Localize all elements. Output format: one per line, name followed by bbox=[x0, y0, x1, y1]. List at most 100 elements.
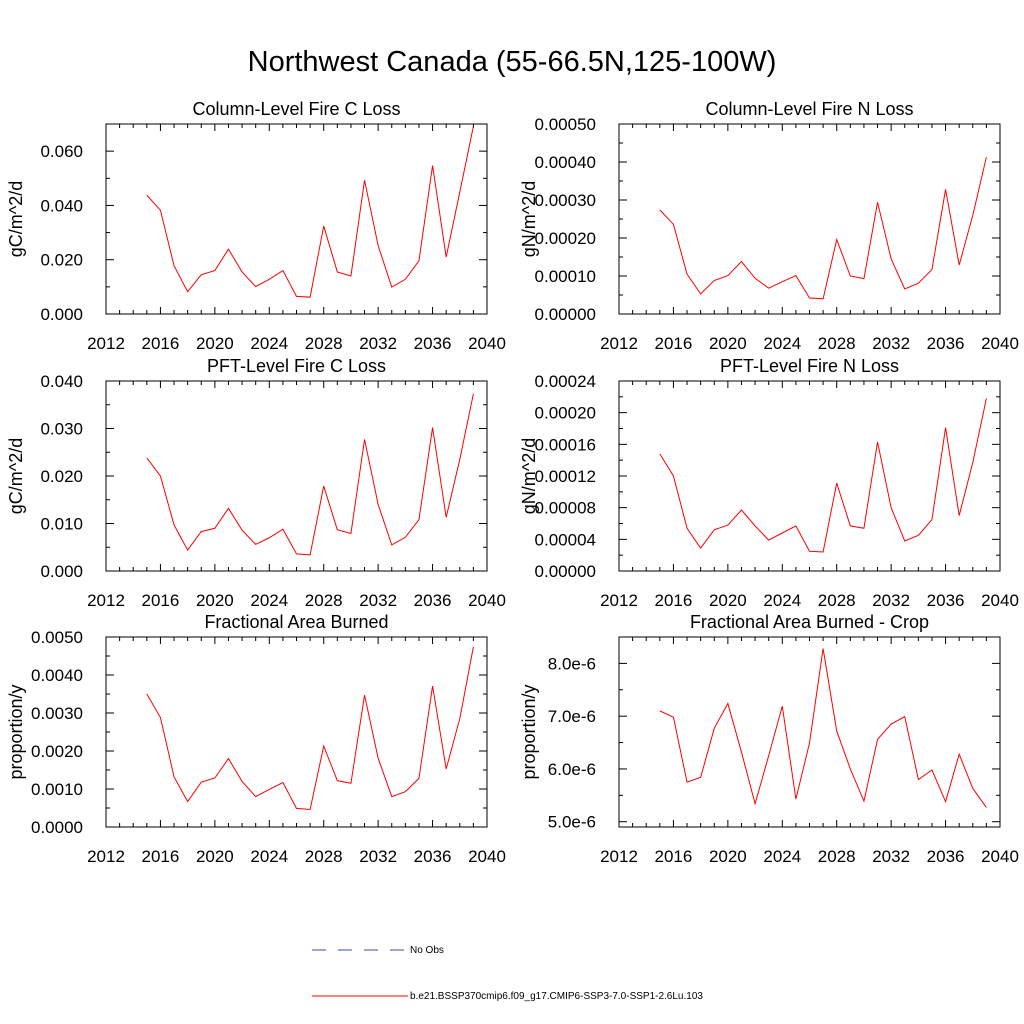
x-tick-label: 2020 bbox=[709, 591, 747, 610]
x-tick-label: 2032 bbox=[872, 591, 910, 610]
y-tick-label: 0.030 bbox=[40, 420, 83, 439]
panel-4: PFT-Level Fire N Loss gN/m^2/d 2012 2016 202… bbox=[519, 356, 1019, 610]
y-tick-label: 6.0e-6 bbox=[548, 760, 596, 779]
y-tick-label: 0.00050 bbox=[535, 115, 596, 134]
y-tick-label: 0.000 bbox=[40, 305, 83, 324]
y-axis-label: proportion/y bbox=[519, 684, 539, 779]
y-tick-label: 0.00000 bbox=[535, 562, 596, 581]
legend-label-model: b.e21.BSSP370cmip6.f09_g17.CMIP6-SSP3-7.… bbox=[410, 990, 703, 1002]
x-tick-label: 2032 bbox=[872, 334, 910, 353]
legend-entry-model: b.e21.BSSP370cmip6.f09_g17.CMIP6-SSP3-7.… bbox=[310, 988, 703, 1004]
series-line bbox=[659, 648, 987, 808]
x-tick-label: 2040 bbox=[468, 591, 506, 610]
y-tick-label: 8.0e-6 bbox=[548, 654, 596, 673]
x-tick-label: 2036 bbox=[414, 591, 452, 610]
plot-frame bbox=[618, 380, 1001, 572]
y-tick-label: 0.020 bbox=[40, 467, 83, 486]
y-tick-label: 0.00000 bbox=[535, 305, 596, 324]
y-tick-label: 0.0020 bbox=[31, 742, 83, 761]
x-tick-label: 2032 bbox=[359, 334, 397, 353]
y-tick-label: 0.040 bbox=[40, 196, 83, 215]
x-tick-label: 2036 bbox=[414, 334, 452, 353]
panel-title: Column-Level Fire C Loss bbox=[192, 99, 400, 119]
x-tick-label: 2028 bbox=[818, 334, 856, 353]
y-tick-label: 0.00024 bbox=[535, 372, 596, 391]
x-tick-label: 2024 bbox=[763, 334, 801, 353]
y-axis-label: proportion/y bbox=[6, 684, 26, 779]
panel-title: Fractional Area Burned - Crop bbox=[690, 612, 929, 632]
x-tick-label: 2040 bbox=[981, 591, 1019, 610]
x-tick-label: 2020 bbox=[709, 847, 747, 866]
panel-title: Column-Level Fire N Loss bbox=[705, 99, 913, 119]
legend-entry-no-obs: No Obs bbox=[310, 942, 444, 958]
x-tick-label: 2032 bbox=[359, 847, 397, 866]
x-tick-label: 2032 bbox=[872, 847, 910, 866]
x-tick-label: 2020 bbox=[196, 591, 234, 610]
main-title: Northwest Canada (55-66.5N,125-100W) bbox=[247, 46, 777, 78]
x-tick-label: 2016 bbox=[142, 591, 180, 610]
x-tick-label: 2020 bbox=[196, 847, 234, 866]
y-tick-label: 0.00020 bbox=[535, 404, 596, 423]
legend-swatch-dashed bbox=[312, 949, 408, 951]
series-line bbox=[146, 393, 474, 556]
panel-title: PFT-Level Fire N Loss bbox=[720, 356, 899, 376]
plot-frame bbox=[105, 636, 488, 828]
panel-6: Fractional Area Burned - Crop proportion/… bbox=[519, 612, 1019, 866]
y-tick-label: 0.020 bbox=[40, 251, 83, 270]
x-tick-label: 2016 bbox=[655, 334, 693, 353]
y-axis-label: gC/m^2/d bbox=[6, 438, 26, 514]
x-tick-label: 2016 bbox=[142, 847, 180, 866]
x-tick-label: 2024 bbox=[250, 334, 288, 353]
panel-1: Column-Level Fire C Loss gC/m^2/d 2012 2016… bbox=[6, 99, 506, 353]
y-tick-label: 0.00020 bbox=[535, 229, 596, 248]
y-tick-label: 0.060 bbox=[40, 142, 83, 161]
y-tick-label: 0.00016 bbox=[535, 435, 596, 454]
x-tick-label: 2012 bbox=[87, 591, 125, 610]
y-axis-label: gN/m^2/d bbox=[519, 438, 539, 514]
y-tick-label: 0.040 bbox=[40, 372, 83, 391]
y-axis-label: gC/m^2/d bbox=[6, 181, 26, 257]
panel-title: PFT-Level Fire C Loss bbox=[207, 356, 386, 376]
plot-frame bbox=[105, 123, 488, 315]
x-tick-label: 2028 bbox=[818, 591, 856, 610]
x-tick-label: 2040 bbox=[468, 847, 506, 866]
y-tick-label: 0.0050 bbox=[31, 628, 83, 647]
series-line bbox=[146, 126, 474, 298]
x-tick-label: 2032 bbox=[359, 591, 397, 610]
x-tick-label: 2028 bbox=[818, 847, 856, 866]
x-tick-label: 2012 bbox=[600, 847, 638, 866]
legend-swatch-solid bbox=[312, 995, 408, 997]
y-tick-label: 0.00004 bbox=[535, 530, 596, 549]
x-tick-label: 2040 bbox=[981, 847, 1019, 866]
y-tick-label: 0.0000 bbox=[31, 818, 83, 837]
y-tick-label: 0.00008 bbox=[535, 499, 596, 518]
x-tick-label: 2028 bbox=[305, 591, 343, 610]
y-axis-label: gN/m^2/d bbox=[519, 181, 539, 257]
panel-5: Fractional Area Burned proportion/y 2012 20… bbox=[6, 612, 506, 866]
y-tick-label: 0.0030 bbox=[31, 704, 83, 723]
y-tick-label: 0.00010 bbox=[535, 267, 596, 286]
x-tick-label: 2012 bbox=[600, 334, 638, 353]
x-tick-label: 2036 bbox=[414, 847, 452, 866]
y-tick-label: 5.0e-6 bbox=[548, 813, 596, 832]
legend-label-no-obs: No Obs bbox=[410, 944, 444, 956]
x-tick-label: 2024 bbox=[763, 591, 801, 610]
x-tick-label: 2028 bbox=[305, 334, 343, 353]
series-line bbox=[146, 646, 474, 811]
panel-title: Fractional Area Burned bbox=[204, 612, 388, 632]
y-tick-label: 0.00040 bbox=[535, 153, 596, 172]
x-tick-label: 2040 bbox=[468, 334, 506, 353]
x-tick-label: 2036 bbox=[927, 334, 965, 353]
x-tick-label: 2036 bbox=[927, 847, 965, 866]
x-tick-label: 2028 bbox=[305, 847, 343, 866]
y-tick-label: 0.0010 bbox=[31, 780, 83, 799]
x-tick-label: 2016 bbox=[142, 334, 180, 353]
x-tick-label: 2024 bbox=[763, 847, 801, 866]
chart-panels: Column-Level Fire C Loss gC/m^2/d 2012 2016… bbox=[6, 99, 1019, 866]
x-tick-label: 2012 bbox=[87, 847, 125, 866]
x-tick-label: 2020 bbox=[709, 334, 747, 353]
series-line bbox=[659, 156, 987, 300]
x-tick-label: 2024 bbox=[250, 591, 288, 610]
x-tick-label: 2024 bbox=[250, 847, 288, 866]
plot-frame bbox=[618, 123, 1001, 315]
